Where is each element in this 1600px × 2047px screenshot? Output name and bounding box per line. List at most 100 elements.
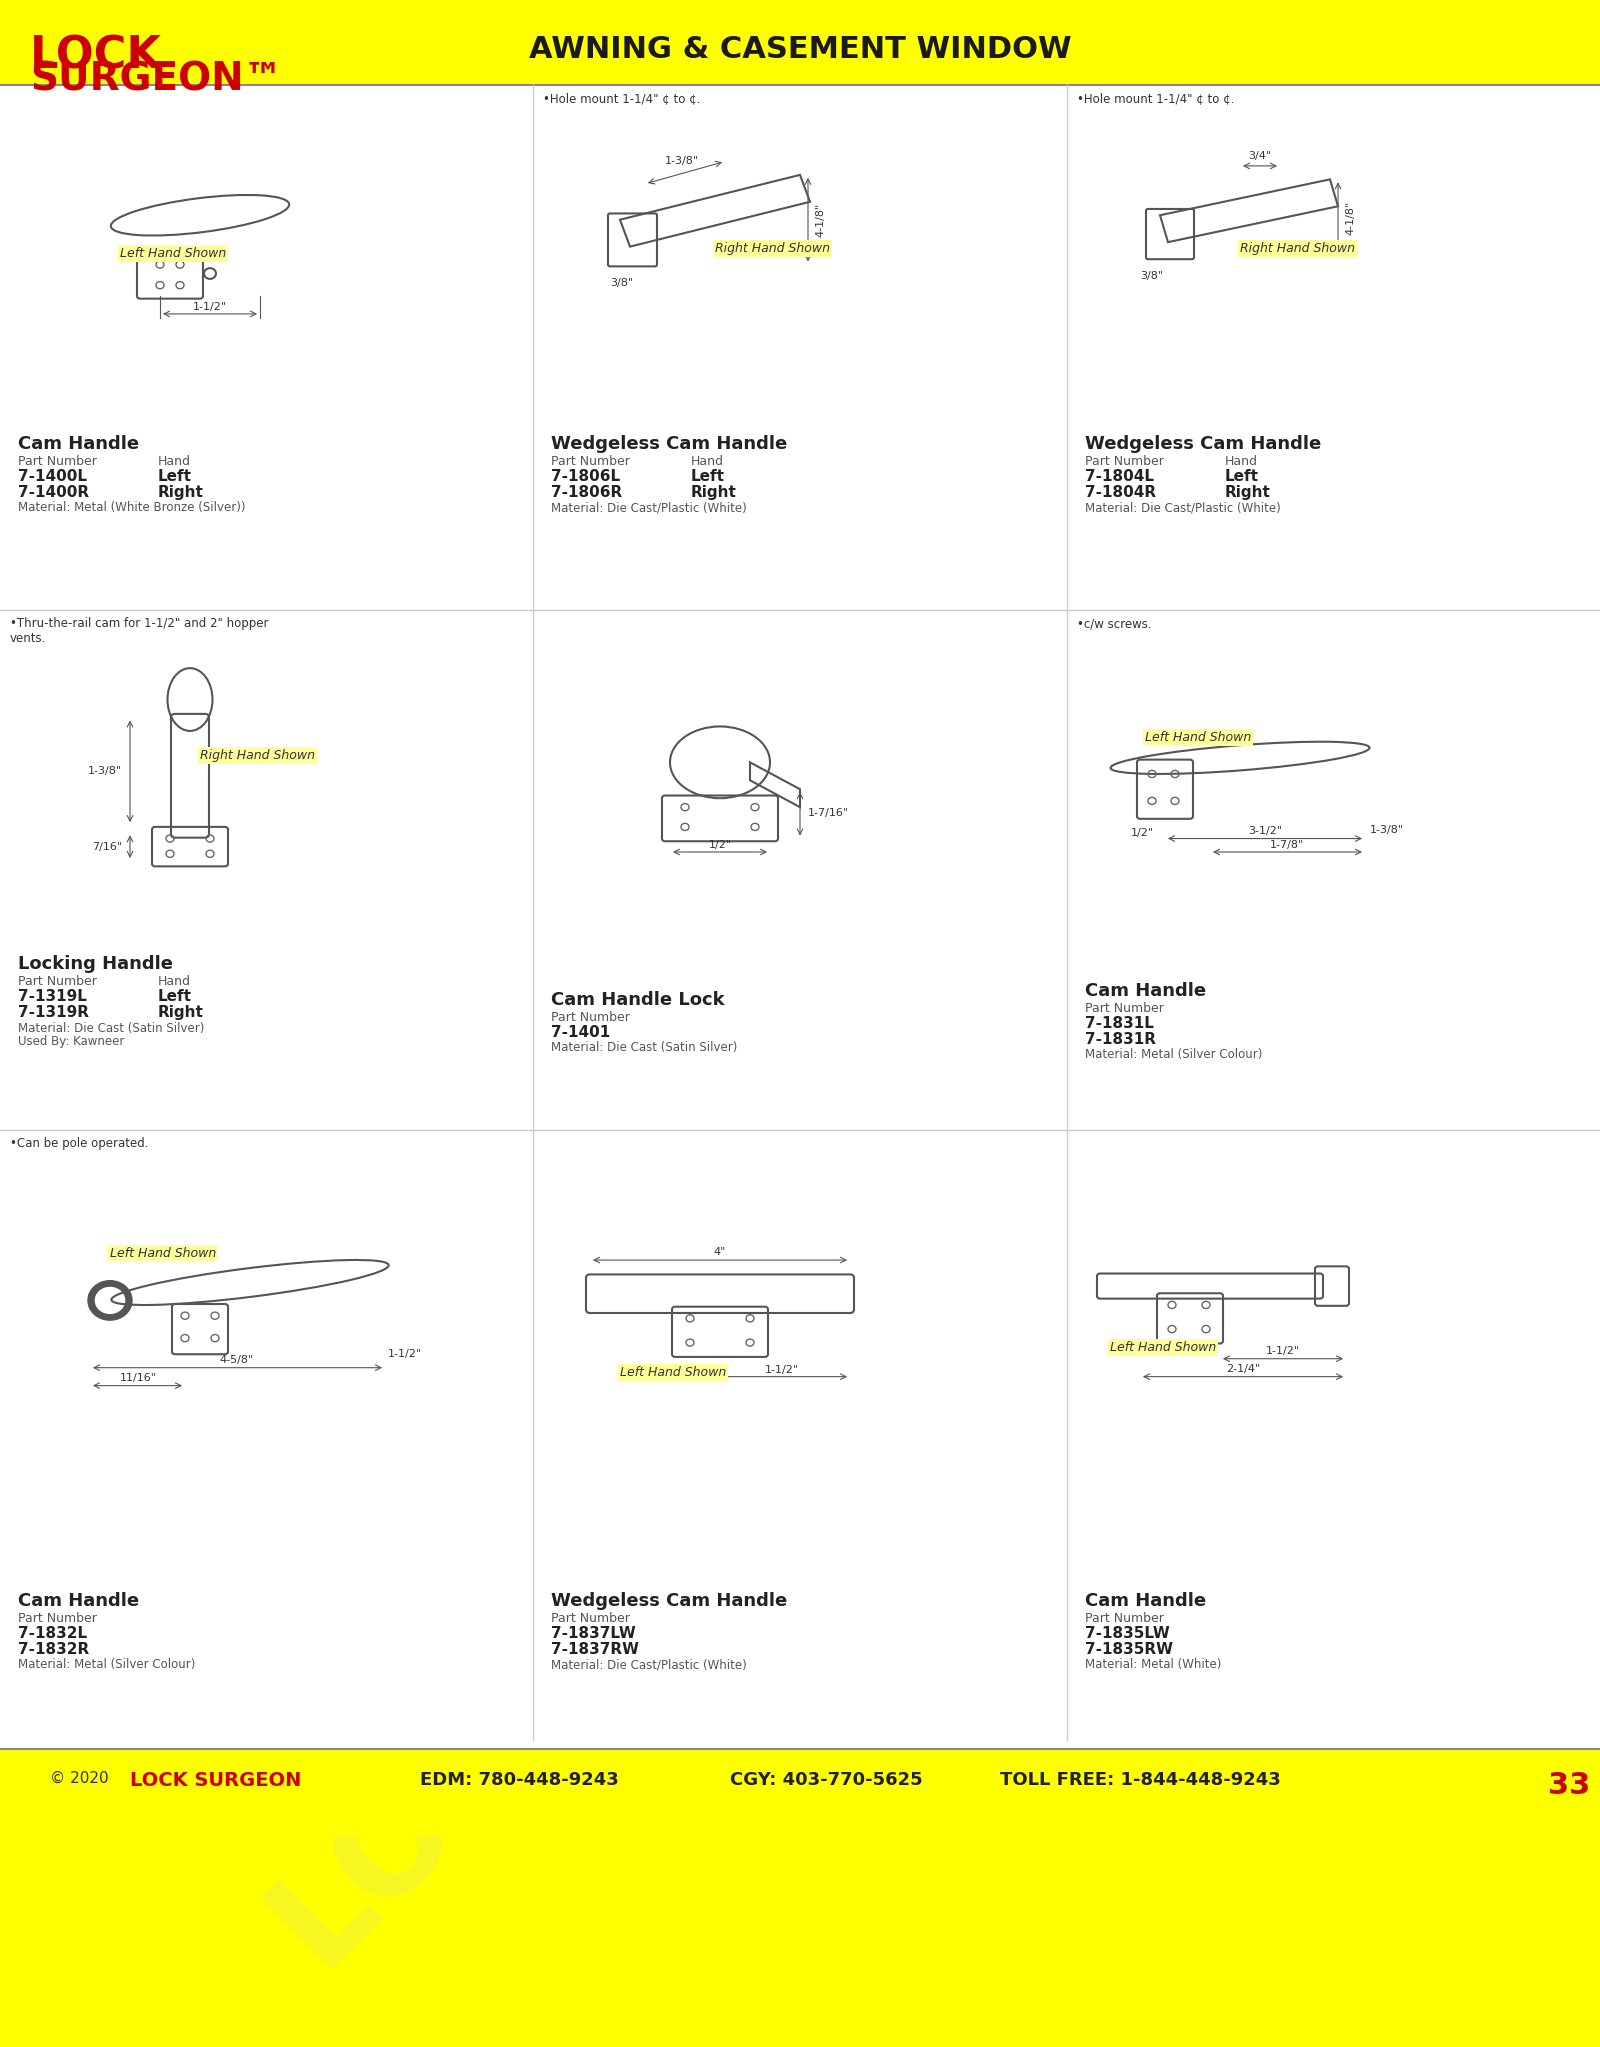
Text: 1-1/2": 1-1/2" <box>1266 1347 1301 1355</box>
Text: LOCK SURGEON: LOCK SURGEON <box>130 1771 301 1791</box>
Text: Part Number: Part Number <box>1085 454 1163 467</box>
Text: 7/16": 7/16" <box>91 841 122 852</box>
Text: •c/w screws.: •c/w screws. <box>1077 616 1152 630</box>
Text: Material: Die Cast/Plastic (White): Material: Die Cast/Plastic (White) <box>1085 502 1280 514</box>
Text: 1-3/8": 1-3/8" <box>88 766 122 776</box>
Text: 7-1319R: 7-1319R <box>18 1005 90 1019</box>
Text: 2-1/4": 2-1/4" <box>1226 1363 1261 1374</box>
Text: 1-3/8": 1-3/8" <box>1370 825 1405 835</box>
Text: Cam Handle Lock: Cam Handle Lock <box>550 991 725 1009</box>
Text: Material: Die Cast (Satin Silver): Material: Die Cast (Satin Silver) <box>550 1042 738 1054</box>
Text: Material: Metal (Silver Colour): Material: Metal (Silver Colour) <box>1085 1048 1262 1062</box>
Text: 4-1/8": 4-1/8" <box>1346 201 1355 235</box>
Text: Material: Die Cast (Satin Silver): Material: Die Cast (Satin Silver) <box>18 1021 205 1034</box>
Text: 1-1/2": 1-1/2" <box>765 1365 798 1376</box>
Text: Cam Handle: Cam Handle <box>1085 983 1206 1001</box>
Text: Material: Die Cast/Plastic (White): Material: Die Cast/Plastic (White) <box>550 502 747 514</box>
Text: 1/2": 1/2" <box>1131 827 1154 837</box>
Text: 1-7/8": 1-7/8" <box>1270 839 1304 850</box>
Text: 7-1804R: 7-1804R <box>1085 485 1157 499</box>
Text: Used By: Kawneer: Used By: Kawneer <box>18 1036 125 1048</box>
Text: Right Hand Shown: Right Hand Shown <box>715 242 830 256</box>
Text: Left Hand Shown: Left Hand Shown <box>110 1247 216 1259</box>
Text: 33: 33 <box>1547 1771 1590 1799</box>
Text: Left Hand Shown: Left Hand Shown <box>1110 1341 1216 1353</box>
Text: Right Hand Shown: Right Hand Shown <box>200 749 315 761</box>
Text: Left: Left <box>158 989 192 1005</box>
Text: 7-1835LW: 7-1835LW <box>1085 1625 1170 1642</box>
Text: Right Hand Shown: Right Hand Shown <box>1240 242 1355 256</box>
Text: Hand: Hand <box>158 454 190 467</box>
Text: 7-1804L: 7-1804L <box>1085 469 1154 483</box>
Text: Right: Right <box>1226 485 1270 499</box>
Text: Part Number: Part Number <box>18 974 98 989</box>
Text: 7-1835RW: 7-1835RW <box>1085 1642 1173 1658</box>
Text: LOCKSURGEON.CA: LOCKSURGEON.CA <box>245 880 1355 1990</box>
Text: 7-1319L: 7-1319L <box>18 989 86 1005</box>
Text: LOCKSURGEON.CA: LOCKSURGEON.CA <box>189 330 1411 1554</box>
Text: 7-1806L: 7-1806L <box>550 469 621 483</box>
Text: •Thru-the-rail cam for 1-1/2" and 2" hopper
vents.: •Thru-the-rail cam for 1-1/2" and 2" hop… <box>10 616 269 645</box>
Text: 7-1831L: 7-1831L <box>1085 1015 1154 1032</box>
Text: Part Number: Part Number <box>550 1011 630 1024</box>
Text: 7-1831R: 7-1831R <box>1085 1032 1155 1048</box>
Text: Left: Left <box>1226 469 1259 483</box>
Bar <box>0 1748 1600 1836</box>
Bar <box>1539 1754 1598 1787</box>
Text: Cam Handle: Cam Handle <box>1085 1593 1206 1609</box>
Text: Hand: Hand <box>158 974 190 989</box>
Text: 7-1400R: 7-1400R <box>18 485 90 499</box>
Text: SURGEON™: SURGEON™ <box>30 61 283 98</box>
Text: Right: Right <box>158 485 203 499</box>
Text: Left: Left <box>158 469 192 483</box>
Text: Cam Handle: Cam Handle <box>18 434 139 452</box>
Text: Part Number: Part Number <box>18 454 98 467</box>
Text: CGY: 403-770-5625: CGY: 403-770-5625 <box>730 1771 923 1789</box>
Text: 7-1837LW: 7-1837LW <box>550 1625 635 1642</box>
Text: 3/8": 3/8" <box>1141 270 1163 280</box>
Text: 4-5/8": 4-5/8" <box>219 1355 254 1365</box>
Text: 11/16": 11/16" <box>120 1374 157 1384</box>
Text: Left Hand Shown: Left Hand Shown <box>120 246 226 260</box>
Text: 1-1/2": 1-1/2" <box>387 1349 422 1359</box>
Text: 7-1837RW: 7-1837RW <box>550 1642 638 1658</box>
Text: 3/8": 3/8" <box>611 278 634 289</box>
Text: 7-1400L: 7-1400L <box>18 469 86 483</box>
Text: •Hole mount 1-1/4" ¢ to ¢.: •Hole mount 1-1/4" ¢ to ¢. <box>542 92 701 104</box>
Text: Wedgeless Cam Handle: Wedgeless Cam Handle <box>550 434 787 452</box>
Text: 7-1806R: 7-1806R <box>550 485 622 499</box>
Text: Part Number: Part Number <box>550 454 630 467</box>
Text: 7-1401: 7-1401 <box>550 1026 610 1040</box>
Text: Hand: Hand <box>1226 454 1258 467</box>
Text: Part Number: Part Number <box>1085 1611 1163 1625</box>
Text: 3-1/2": 3-1/2" <box>1248 825 1282 835</box>
Text: 7-1832L: 7-1832L <box>18 1625 86 1642</box>
Text: 1-1/2": 1-1/2" <box>194 303 227 311</box>
Text: Right: Right <box>158 1005 203 1019</box>
Text: EDM: 780-448-9243: EDM: 780-448-9243 <box>419 1771 619 1789</box>
Text: Left Hand Shown: Left Hand Shown <box>1146 731 1251 743</box>
Text: 1-3/8": 1-3/8" <box>666 156 699 166</box>
Bar <box>0 0 1600 86</box>
Text: 1/2": 1/2" <box>709 839 731 850</box>
Text: TOLL FREE: 1-844-448-9243: TOLL FREE: 1-844-448-9243 <box>1000 1771 1280 1789</box>
Text: Left: Left <box>691 469 725 483</box>
Text: 4-1/8": 4-1/8" <box>814 203 826 237</box>
Text: © 2020: © 2020 <box>50 1771 109 1787</box>
Text: Material: Metal (Silver Colour): Material: Metal (Silver Colour) <box>18 1658 195 1670</box>
Text: 1-7/16": 1-7/16" <box>808 809 850 819</box>
Text: Hand: Hand <box>691 454 723 467</box>
Text: Locking Handle: Locking Handle <box>18 956 173 972</box>
Text: 7-1832R: 7-1832R <box>18 1642 90 1658</box>
Text: Part Number: Part Number <box>1085 1001 1163 1015</box>
Text: •Can be pole operated.: •Can be pole operated. <box>10 1138 149 1150</box>
Text: Left Hand Shown: Left Hand Shown <box>621 1365 726 1380</box>
Text: Wedgeless Cam Handle: Wedgeless Cam Handle <box>1085 434 1322 452</box>
Text: Wedgeless Cam Handle: Wedgeless Cam Handle <box>550 1593 787 1609</box>
Text: Material: Die Cast/Plastic (White): Material: Die Cast/Plastic (White) <box>550 1658 747 1670</box>
Text: 3/4": 3/4" <box>1248 151 1272 162</box>
Text: AWNING & CASEMENT WINDOW: AWNING & CASEMENT WINDOW <box>528 35 1072 63</box>
Text: Part Number: Part Number <box>18 1611 98 1625</box>
Text: Right: Right <box>691 485 738 499</box>
Text: Part Number: Part Number <box>550 1611 630 1625</box>
